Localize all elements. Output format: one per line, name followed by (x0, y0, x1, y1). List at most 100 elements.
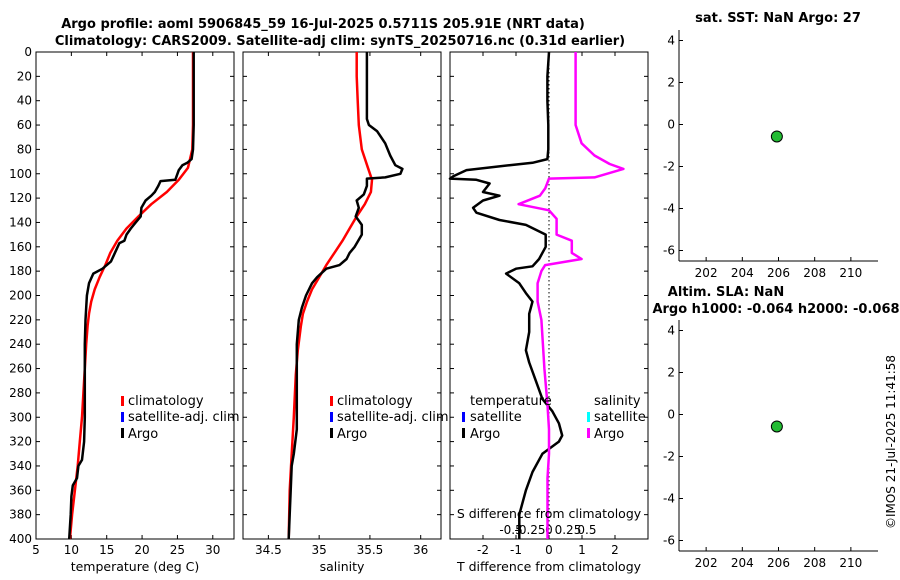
legend-swatch-satellite (462, 412, 465, 422)
x-tick-label: 30 (205, 543, 220, 557)
y-tick-label: 20 (17, 69, 32, 83)
salinity-x-label: salinity (320, 559, 365, 574)
s-tick-label: -0.5 (499, 523, 522, 537)
difference-y-ticks (450, 51, 648, 540)
y-tick-label: 220 (9, 313, 32, 327)
y-tick-label: 2 (667, 76, 675, 90)
x-tick-label: 208 (803, 266, 826, 280)
difference-series (448, 51, 625, 539)
figure-title-line1: Argo profile: aoml 5906845_59 16-Jul-202… (61, 17, 585, 32)
x-tick-label: -1 (510, 543, 522, 557)
x-tick-label: 208 (803, 556, 826, 570)
legend-swatch-satellite (330, 412, 333, 422)
x-tick-label: 206 (767, 556, 790, 570)
sst-title: sat. SST: NaN Argo: 27 (695, 11, 861, 26)
temperature-series (67, 52, 195, 540)
legend-swatch-climatology (121, 396, 124, 406)
figure-title-line2: Climatology: CARS2009. Satellite-adj cli… (55, 34, 625, 49)
salinity-panel: 34.5 35 35.5 36 salinity climatology satell… (242, 51, 449, 574)
y-tick-label: 0 (24, 45, 32, 59)
y-tick-label: 80 (17, 142, 32, 156)
y-tick-label: 4 (667, 324, 675, 338)
sla-points (770, 420, 783, 433)
series-argo (287, 52, 404, 540)
x-tick-label: 210 (839, 266, 862, 280)
timestamp-watermark: ©IMOS 21-Jul-2025 11:41:58 (884, 355, 898, 529)
y-tick-label: 60 (17, 118, 32, 132)
legend-swatch-satellite-salinity (587, 412, 590, 422)
legend-label-climatology: climatology (337, 394, 413, 409)
temperature-x-label: temperature (deg C) (71, 559, 200, 574)
s-tick-label: 0.5 (577, 523, 596, 537)
sst-points (770, 130, 783, 143)
x-tick-label: 204 (731, 556, 754, 570)
difference-x-label: T difference from climatology (456, 559, 642, 574)
salinity-axes-box (242, 51, 442, 540)
legend-swatch-argo (330, 428, 333, 438)
x-tick-label: 35 (312, 543, 327, 557)
y-tick-label: 100 (9, 167, 32, 181)
difference-legend-salinity: salinity satellite Argo (587, 394, 646, 442)
x-tick-label: 202 (695, 266, 718, 280)
salinity-series (287, 52, 404, 540)
y-tick-label: 300 (9, 410, 32, 424)
legend-label-climatology: climatology (128, 394, 204, 409)
temperature-axes-box (35, 51, 235, 540)
y-tick-label: -6 (663, 534, 675, 548)
legend-title-salinity: salinity (594, 394, 641, 409)
y-tick-label: 200 (9, 289, 32, 303)
legend-label-satellite: satellite-adj. clim (128, 410, 240, 425)
y-tick-label: 40 (17, 94, 32, 108)
salinity-legend: climatology satellite-adj. clim Argo (330, 394, 449, 442)
y-tick-label: 2 (667, 366, 675, 380)
x-tick-label: 210 (839, 556, 862, 570)
argo-point (770, 420, 783, 433)
difference-s-ticks: -0.5-0.25 0 0.250.5 (499, 523, 596, 537)
x-tick-label: 0 (545, 543, 553, 557)
legend-label-satellite: satellite (470, 410, 522, 425)
difference-top-x-label: S difference from climatology (457, 506, 642, 521)
y-tick-label: 180 (9, 264, 32, 278)
x-tick-label: 1 (578, 543, 586, 557)
s-tick-label: 0 (545, 523, 553, 537)
legend-label-argo: Argo (128, 427, 158, 442)
salinity-x-ticks: 34.5 35 35.5 36 (255, 52, 428, 557)
difference-x-ticks: -2 -1 0 1 2 (477, 52, 619, 557)
y-tick-label: 0 (667, 118, 675, 132)
legend-label-argo-salinity: Argo (594, 427, 624, 442)
temperature-x-ticks: 5 10 15 20 25 30 (32, 52, 220, 557)
legend-swatch-argo (121, 428, 124, 438)
sst-panel: -6 -4 -2 0 2 4 202 204 206 208 210 sat. SST: NaN A… (663, 11, 878, 280)
series-t-difference (448, 51, 564, 539)
legend-label-argo: Argo (337, 427, 367, 442)
x-tick-label: 10 (64, 543, 79, 557)
x-tick-label: 25 (170, 543, 185, 557)
series-s-difference (517, 52, 625, 539)
y-tick-label: 120 (9, 191, 32, 205)
y-tick-label: 140 (9, 215, 32, 229)
sla-title-line1: Altim. SLA: NaN (668, 285, 784, 300)
y-tick-label: 0 (667, 408, 675, 422)
y-tick-label: 380 (9, 508, 32, 522)
x-tick-label: 15 (99, 543, 114, 557)
y-tick-label: 340 (9, 459, 32, 473)
s-tick-label: -0.25 (514, 523, 545, 537)
x-tick-label: 204 (731, 266, 754, 280)
legend-swatch-argo (462, 428, 465, 438)
legend-label-satellite-salinity: satellite (594, 410, 646, 425)
y-tick-label: 160 (9, 240, 32, 254)
sst-ticks: -6 -4 -2 0 2 4 202 204 206 208 210 (663, 34, 862, 281)
legend-label-satellite: satellite-adj. clim (337, 410, 449, 425)
y-tick-label: 4 (667, 34, 675, 48)
x-tick-label: 5 (32, 543, 40, 557)
temperature-legend: climatology satellite-adj. clim Argo (121, 394, 240, 442)
y-tick-label: 260 (9, 362, 32, 376)
x-tick-label: 20 (134, 543, 149, 557)
x-tick-label: 202 (695, 556, 718, 570)
x-tick-label: 34.5 (255, 543, 282, 557)
y-tick-label: 280 (9, 386, 32, 400)
legend-title-temperature: temperature (470, 394, 552, 409)
y-tick-label: 320 (9, 435, 32, 449)
series-argo (67, 52, 195, 540)
